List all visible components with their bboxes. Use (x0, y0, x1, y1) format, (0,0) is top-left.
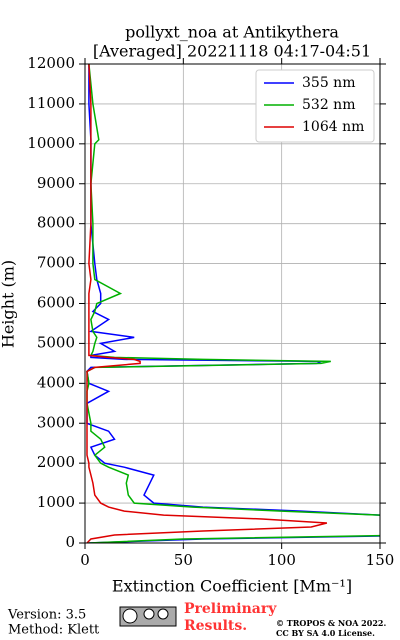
y-tick-label: 6000 (37, 294, 75, 312)
preliminary-line: Results. (184, 618, 247, 634)
license-line: © TROPOS & NOA 2022. (276, 618, 386, 628)
method-text: Method: Klett (8, 623, 100, 638)
chart-title: pollyxt_noa at Antikythera (125, 23, 339, 42)
y-tick-label: 9000 (37, 174, 75, 192)
legend-label: 1064 nm (302, 119, 364, 135)
y-tick-label: 4000 (37, 373, 75, 391)
license-text: © TROPOS & NOA 2022. CC BY SA 4.0 License… (276, 618, 386, 638)
legend-box (255, 69, 375, 143)
y-tick-label: 2000 (37, 453, 75, 471)
y-tick-label: 8000 (37, 214, 75, 232)
legend-label: 532 nm (302, 97, 355, 113)
y-tick-label: 7000 (37, 254, 75, 272)
y-tick-label: 1000 (37, 493, 75, 511)
y-tick-label: 5000 (37, 333, 75, 351)
plot-frame (84, 63, 381, 544)
plot-area (86, 64, 380, 543)
y-tick-label: 12000 (27, 54, 75, 72)
x-tick-label: 50 (174, 551, 193, 569)
y-axis-label: Height (m) (0, 260, 18, 348)
y-tick-label: 3000 (37, 413, 75, 431)
x-axis-label: Extinction Coefficient [Mm⁻¹] (112, 577, 352, 596)
legend-label: 355 nm (302, 75, 355, 91)
y-tick-label: 10000 (27, 134, 75, 152)
y-tick-label: 0 (65, 533, 75, 551)
license-line: CC BY SA 4.0 License. (276, 628, 375, 638)
profile-line (86, 64, 328, 543)
profile-line (86, 64, 380, 543)
x-tick-label: 100 (267, 551, 296, 569)
preliminary-line: Preliminary (184, 601, 277, 617)
chart-subtitle: [Averaged] 20221118 04:17-04:51 (93, 42, 371, 61)
x-tick-label: 150 (366, 551, 395, 569)
version-text: Version: 3.5 (7, 608, 86, 623)
x-tick-label: 0 (80, 551, 90, 569)
preliminary-text: Preliminary Results. (184, 601, 277, 634)
y-tick-label: 11000 (27, 94, 75, 112)
cc-badge (119, 606, 177, 627)
